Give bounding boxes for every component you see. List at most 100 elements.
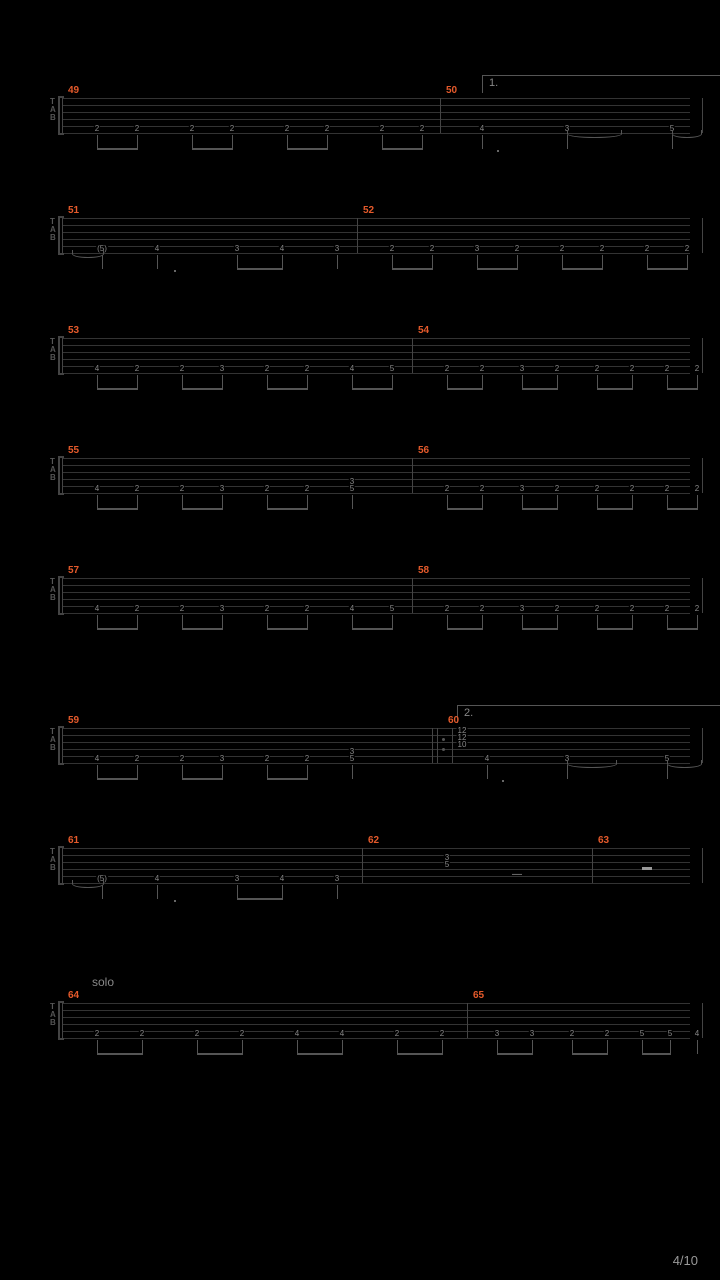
note-stem <box>382 135 383 149</box>
barline <box>62 458 63 493</box>
fret-number: 2 <box>94 1029 100 1038</box>
note-stem <box>672 135 673 149</box>
fret-number: 2 <box>134 364 140 373</box>
note-stem <box>522 375 523 389</box>
dot <box>502 780 504 782</box>
note-stem <box>597 495 598 509</box>
staff-line <box>62 862 690 863</box>
note-stem <box>557 495 558 509</box>
measure-number: 49 <box>68 85 79 96</box>
staff-line <box>62 1038 690 1039</box>
note-stem <box>337 885 338 899</box>
fret-number: 4 <box>484 754 490 763</box>
note-stem <box>157 885 158 899</box>
staff-line <box>62 493 690 494</box>
staff: 53422322455422322222 <box>62 338 690 373</box>
fret-number: 2 <box>394 1029 400 1038</box>
staff-line <box>62 352 690 353</box>
staff-line <box>62 112 690 113</box>
note-stem <box>182 615 183 629</box>
barline <box>62 578 63 613</box>
note-stem <box>557 615 558 629</box>
staff-line <box>62 728 690 729</box>
fret-number: 3 <box>519 604 525 613</box>
note-stem <box>667 375 668 389</box>
staff-line <box>62 592 690 593</box>
beam <box>182 508 223 510</box>
fret-number: 4 <box>154 244 160 253</box>
fret-number: 2 <box>304 364 310 373</box>
system-bracket <box>58 336 64 375</box>
fret-number: 2 <box>684 244 690 253</box>
fret-number: 2 <box>629 604 635 613</box>
beam <box>352 628 393 630</box>
fret-number: 2 <box>264 364 270 373</box>
note-stem <box>222 495 223 509</box>
note-stem <box>487 765 488 779</box>
fret-number: 2 <box>229 124 235 133</box>
beam <box>382 148 423 150</box>
beam <box>197 1053 243 1055</box>
note-stem <box>97 615 98 629</box>
fret-number: 2 <box>554 604 560 613</box>
fret-number: 2 <box>139 1029 145 1038</box>
barline <box>702 578 703 613</box>
measure-number: 50 <box>446 85 457 96</box>
staff-line <box>62 599 690 600</box>
note-stem <box>667 765 668 779</box>
fret-number: 2 <box>664 604 670 613</box>
barline <box>62 728 63 763</box>
beam <box>267 388 308 390</box>
ending-bracket: 1. <box>482 75 720 93</box>
fret-number: 2 <box>179 604 185 613</box>
staff: 492222222250435 <box>62 98 690 133</box>
fret-number: 3 <box>219 364 225 373</box>
barline <box>437 728 438 763</box>
beam <box>182 388 223 390</box>
staff-line <box>62 458 690 459</box>
fret-number: 4 <box>94 364 100 373</box>
staff-line <box>62 105 690 106</box>
beam <box>237 898 283 900</box>
tie <box>72 250 104 258</box>
note-stem <box>557 375 558 389</box>
fret-number: 2 <box>439 1029 445 1038</box>
note-stem <box>670 1040 671 1054</box>
measure-number: 65 <box>473 990 484 1001</box>
staff-line <box>62 742 690 743</box>
barline <box>62 338 63 373</box>
note-stem <box>342 1040 343 1054</box>
fret-number: 10 <box>457 740 468 749</box>
fret-number: 2 <box>264 604 270 613</box>
note-stem <box>137 135 138 149</box>
rest: ▬ <box>642 862 652 873</box>
barline <box>702 338 703 373</box>
fret-number: 2 <box>629 484 635 493</box>
note-stem <box>287 135 288 149</box>
staff-line <box>62 345 690 346</box>
note-stem <box>532 1040 533 1054</box>
measure-number: 60 <box>448 715 459 726</box>
note-stem <box>697 615 698 629</box>
fret-number: 4 <box>94 604 100 613</box>
system-bracket <box>58 846 64 885</box>
page-number: 4/10 <box>673 1253 698 1268</box>
tie <box>567 760 617 768</box>
ending-label: 2. <box>464 707 473 719</box>
fret-number: 4 <box>279 874 285 883</box>
fret-number: 3 <box>519 364 525 373</box>
barline <box>412 338 413 373</box>
staff-line <box>62 585 690 586</box>
fret-number: 4 <box>294 1029 300 1038</box>
staff-line <box>62 578 690 579</box>
system-bracket <box>58 96 64 135</box>
fret-number: 2 <box>419 124 425 133</box>
note-stem <box>97 1040 98 1054</box>
fret-number: 4 <box>154 874 160 883</box>
beam <box>642 1053 671 1055</box>
fret-number: 2 <box>134 604 140 613</box>
fret-number: 3 <box>529 1029 535 1038</box>
note-stem <box>307 495 308 509</box>
tab-label: TAB <box>50 848 55 872</box>
fret-number: 2 <box>94 124 100 133</box>
